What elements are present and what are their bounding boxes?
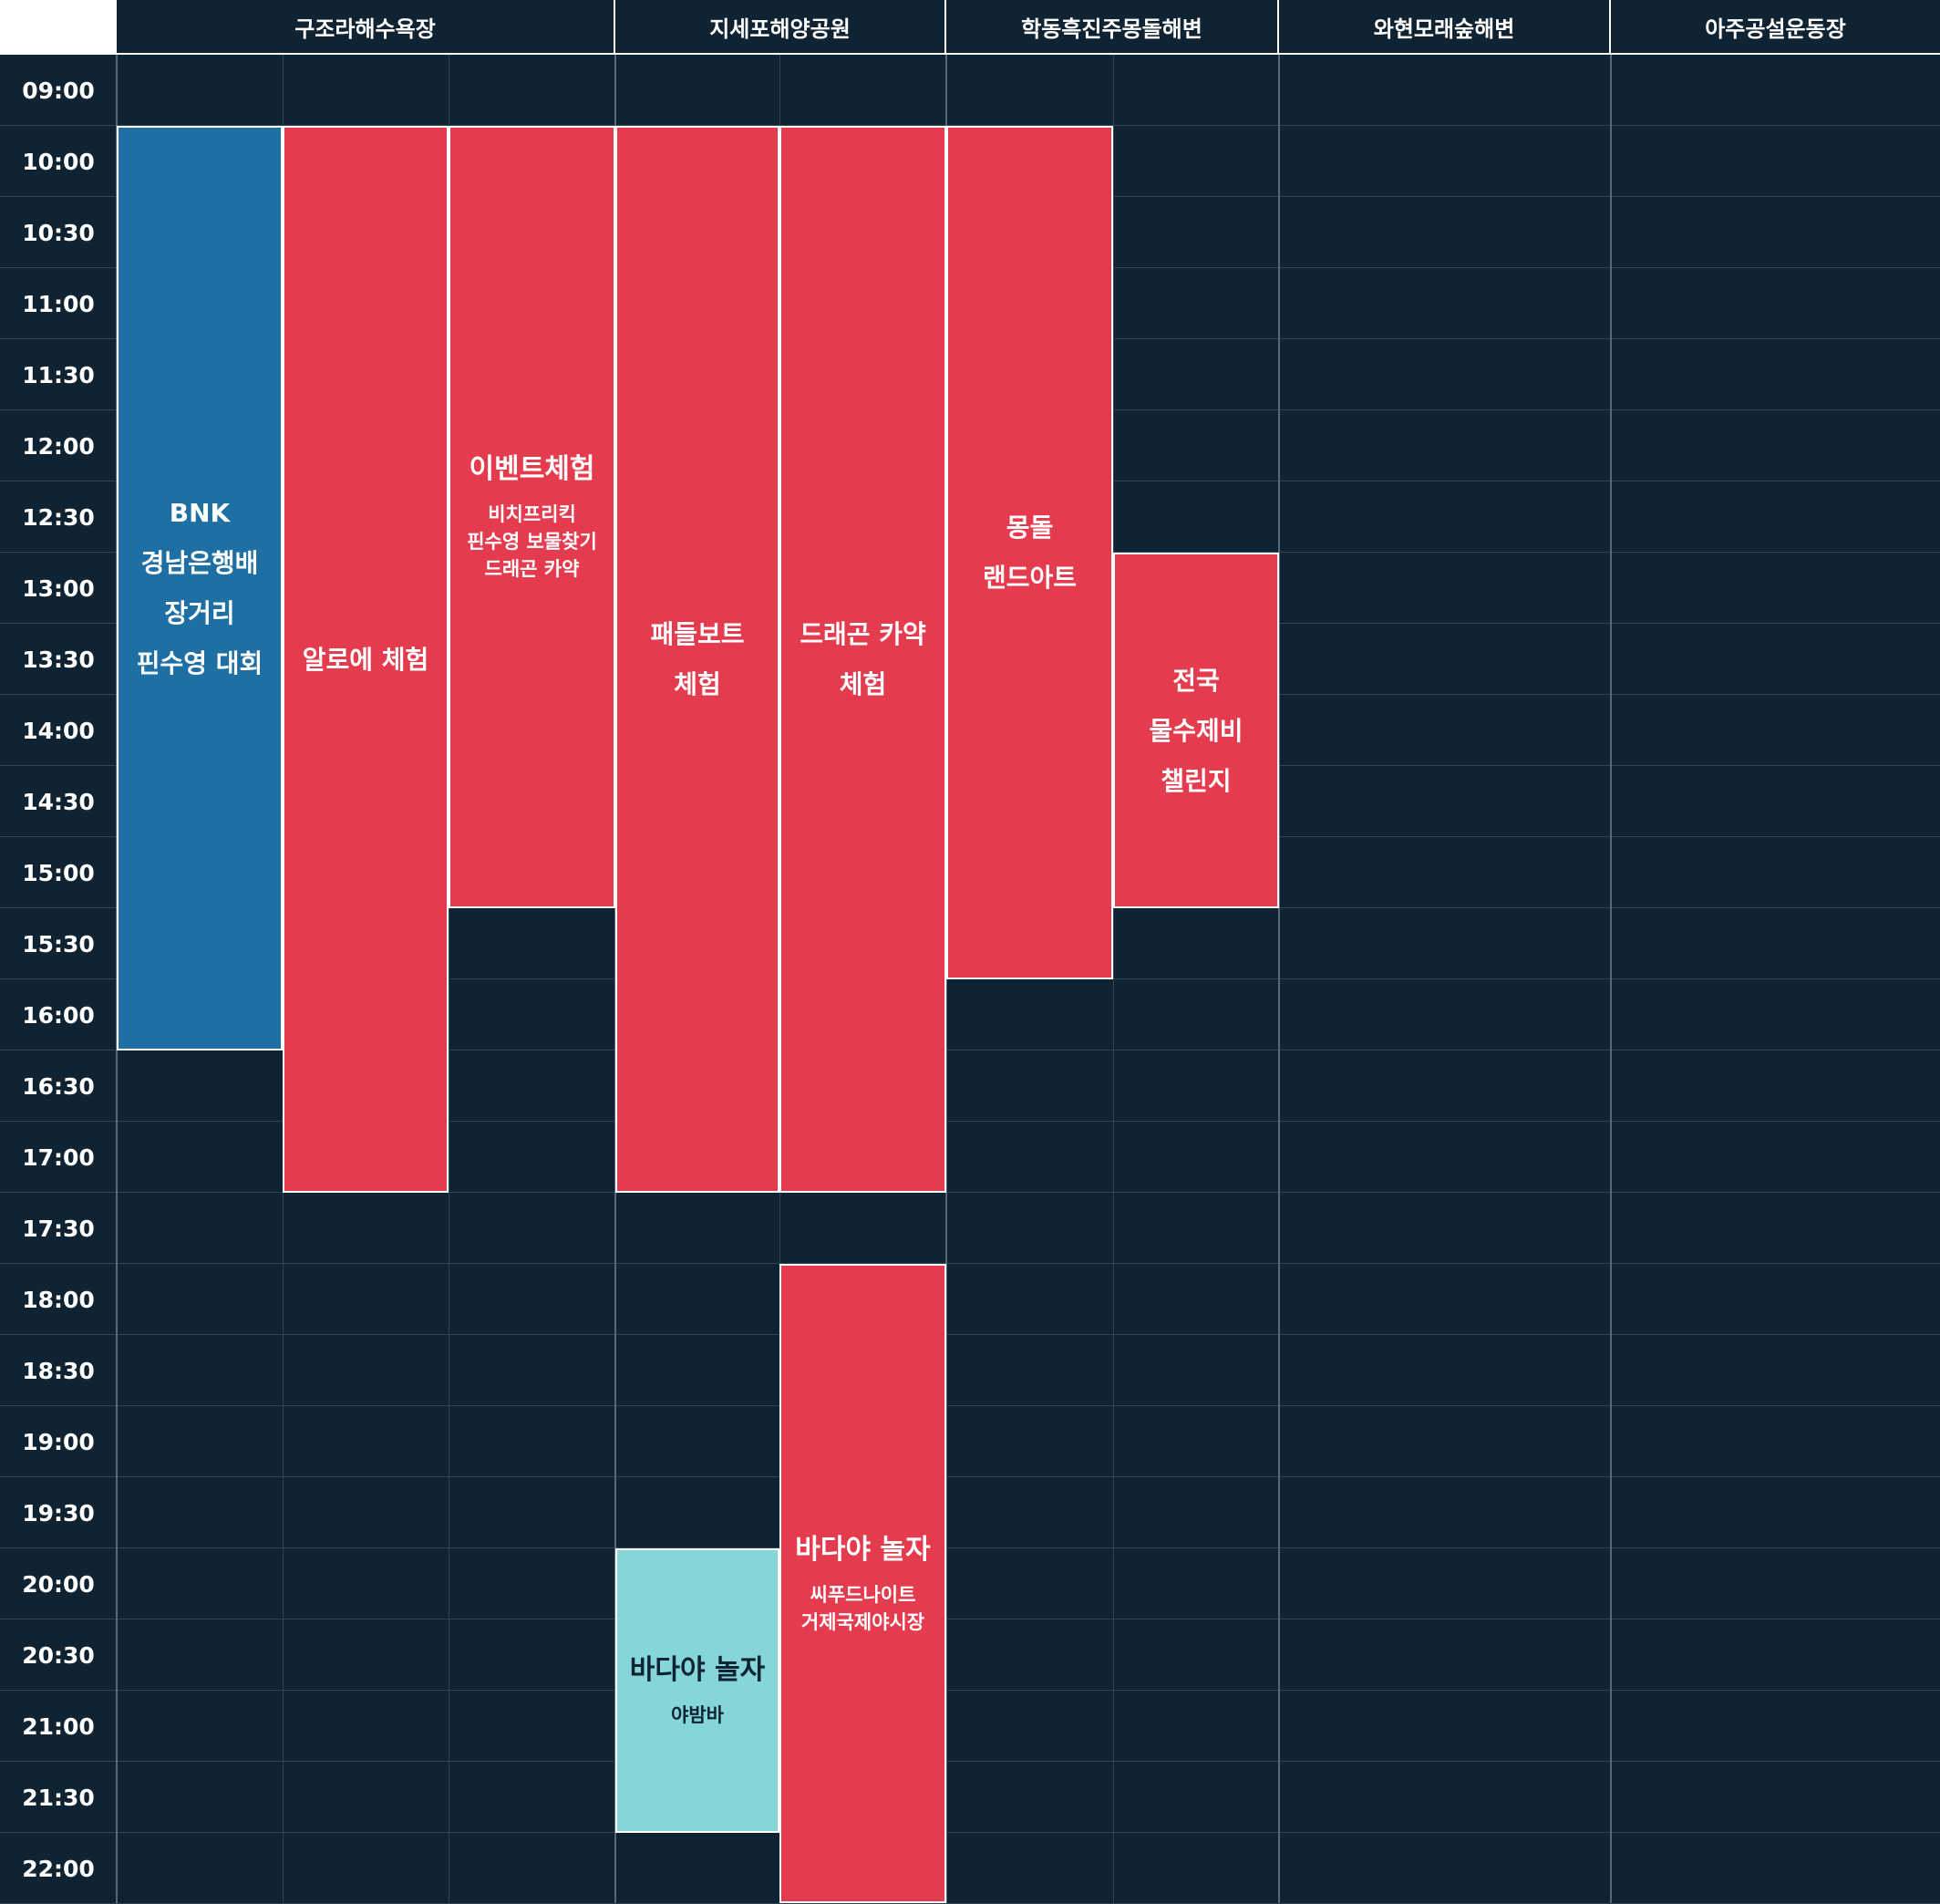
time-label: 10:30	[22, 219, 95, 246]
time-label: 14:00	[22, 717, 95, 744]
time-label: 20:30	[22, 1641, 95, 1669]
venue-column-line	[1278, 55, 1280, 1903]
time-label: 16:00	[22, 1001, 95, 1029]
time-label: 17:00	[22, 1143, 95, 1171]
time-label: 14:30	[22, 788, 95, 815]
event-block[interactable]: 몽돌 랜드아트	[946, 126, 1113, 979]
grid-row-line	[0, 1476, 1940, 1477]
time-label: 15:00	[22, 859, 95, 886]
subcolumn-line	[1113, 55, 1114, 1903]
grid-row-line	[0, 1121, 1940, 1122]
event-title: BNK 경남은행배 장거리 핀수영 대회	[136, 498, 263, 678]
time-label: 13:30	[22, 646, 95, 673]
event-title: 전국 물수제비 챌린지	[1149, 665, 1243, 796]
grid-row-line	[0, 125, 1940, 126]
event-block[interactable]: 전국 물수제비 챌린지	[1113, 553, 1279, 908]
time-label: 21:00	[22, 1713, 95, 1740]
grid-row-line	[0, 1192, 1940, 1193]
event-title: 몽돌 랜드아트	[982, 512, 1078, 593]
time-label: 09:00	[22, 77, 95, 104]
venue-column-line	[1610, 55, 1612, 1903]
event-title: 드래곤 카약 체험	[800, 619, 926, 699]
header-divider	[117, 53, 1940, 55]
time-label: 22:00	[22, 1855, 95, 1882]
event-title: 이벤트체험	[469, 453, 595, 485]
event-title: 바다야 놀자	[629, 1654, 766, 1686]
event-title: 알로에 체험	[302, 644, 429, 675]
event-subtitle: 씨푸드나이트 거제국제야시장	[800, 1583, 925, 1633]
time-label: 16:30	[22, 1072, 95, 1100]
event-subtitle: 비치프리킥 핀수영 보물찾기 드래곤 카약	[467, 503, 597, 580]
event-block[interactable]: 드래곤 카약 체험	[779, 126, 946, 1193]
time-label: 19:00	[22, 1428, 95, 1455]
event-block[interactable]: 알로에 체험	[283, 126, 449, 1193]
time-label: 19:30	[22, 1499, 95, 1526]
venue-header-wahyeon: 와현모래숲해변	[1279, 0, 1611, 54]
time-label: 13:00	[22, 574, 95, 602]
event-block[interactable]: 패들보트 체험	[615, 126, 779, 1193]
time-label: 11:30	[22, 361, 95, 388]
time-label: 20:00	[22, 1570, 95, 1598]
event-subtitle: 야밤바	[671, 1704, 724, 1726]
event-title: 패들보트 체험	[650, 619, 745, 699]
time-label: 12:00	[22, 432, 95, 460]
time-label: 17:30	[22, 1215, 95, 1242]
grid-row-line	[0, 1263, 1940, 1264]
venue-header-aju: 아주공설운동장	[1705, 16, 1846, 42]
time-label: 12:30	[22, 503, 95, 531]
time-label: 18:30	[22, 1357, 95, 1384]
grid-row-line	[0, 1405, 1940, 1406]
time-label: 10:00	[22, 148, 95, 175]
venue-header-gujora: 구조라해수욕장	[117, 0, 615, 54]
grid-row-line	[0, 1547, 1940, 1548]
time-label: 15:30	[22, 930, 95, 957]
time-label: 18:00	[22, 1286, 95, 1313]
venue-header-hakdong: 학동흑진주몽돌해변	[946, 0, 1279, 54]
grid-row-line	[0, 1690, 1940, 1691]
grid-row-line	[0, 1334, 1940, 1335]
grid-row-line	[0, 1832, 1940, 1833]
event-title: 바다야 놀자	[795, 1533, 931, 1566]
header-corner	[0, 0, 117, 55]
time-label: 21:30	[22, 1784, 95, 1811]
event-block[interactable]: BNK 경남은행배 장거리 핀수영 대회	[117, 126, 283, 1050]
time-label: 11:00	[22, 290, 95, 317]
venue-header-jisepo: 지세포해양공원	[615, 0, 946, 54]
grid-row-line	[0, 1761, 1940, 1762]
